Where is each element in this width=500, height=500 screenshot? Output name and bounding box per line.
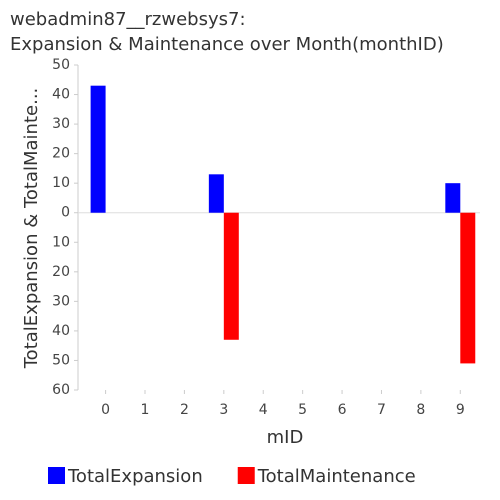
x-tick-label: 5 — [298, 402, 307, 418]
legend-swatch — [48, 467, 65, 484]
y-tick-label: 10 — [52, 175, 70, 191]
x-tick-label: 0 — [101, 402, 110, 418]
y-tick-label: 20 — [52, 146, 70, 162]
y-tick-label: 60 — [52, 382, 70, 398]
x-tick-label: 7 — [377, 402, 386, 418]
y-tick-label: 20 — [52, 264, 70, 280]
y-axis-label: TotalExpansion & TotalMainte... — [21, 88, 42, 370]
y-tick-label: 0 — [61, 205, 70, 221]
chart-title: Expansion & Maintenance over Month(month… — [10, 34, 444, 55]
y-tick-label: 50 — [52, 57, 70, 73]
y-tick-label: 30 — [52, 116, 70, 132]
legend-label: TotalExpansion — [67, 466, 203, 487]
x-tick-label: 9 — [456, 402, 465, 418]
x-tick-label: 4 — [259, 402, 268, 418]
y-tick-label: 40 — [52, 323, 70, 339]
bar — [445, 183, 461, 213]
chart-title: webadmin87__rzwebsys7: — [10, 9, 246, 30]
x-tick-label: 8 — [416, 402, 425, 418]
x-tick-label: 2 — [180, 402, 189, 418]
y-tick-label: 30 — [52, 293, 70, 309]
legend-swatch — [237, 467, 255, 484]
bar — [460, 212, 476, 364]
x-tick-label: 1 — [141, 402, 150, 418]
x-axis-label: mID — [267, 427, 304, 448]
x-tick-label: 3 — [219, 402, 228, 418]
y-tick-label: 10 — [52, 234, 70, 250]
bar — [208, 174, 224, 213]
y-tick-label: 50 — [52, 352, 70, 368]
bar — [223, 212, 239, 340]
x-tick-label: 6 — [338, 402, 347, 418]
y-tick-label: 40 — [52, 87, 70, 103]
legend-label: TotalMaintenance — [257, 466, 416, 487]
bar — [90, 85, 106, 213]
